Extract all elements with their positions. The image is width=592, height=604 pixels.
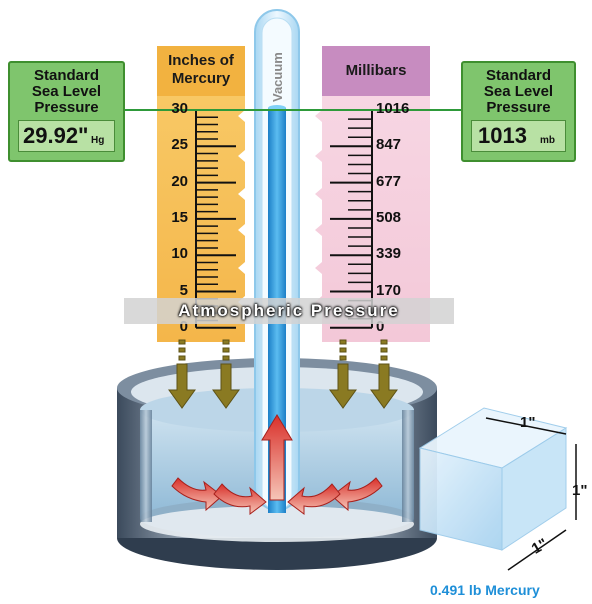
mb-box-line2: Sea Level <box>483 83 554 100</box>
hg-value: 29.92" <box>23 123 89 148</box>
inches-tick-label: 15 <box>171 208 188 226</box>
inches-tick-label: 10 <box>171 245 188 263</box>
hg-box-line1: Standard <box>33 67 99 84</box>
hg-readout: 29.92" Hg <box>18 120 115 152</box>
mb-box-line1: Standard <box>485 67 551 84</box>
mercury-cube <box>418 407 577 571</box>
atmospheric-pressure-label: Atmospheric Pressure <box>178 301 400 320</box>
millibars-tick-label: 0 <box>376 317 385 335</box>
millibars-tick-label: 1016 <box>376 100 410 117</box>
standard-pressure-mb-box: Standard Sea Level Pressure 1013 mb <box>461 61 576 162</box>
standard-pressure-hg-box: Standard Sea Level Pressure 29.92" Hg <box>8 61 125 162</box>
cube-caption: 0.491 lb Mercury <box>430 582 540 598</box>
atmospheric-pressure-arrows <box>168 339 398 409</box>
inches-tick-label: 0 <box>179 317 188 335</box>
vacuum-label: Vacuum <box>270 52 285 102</box>
inches-title-line2: Mercury <box>171 70 231 87</box>
atmospheric-pressure-band <box>124 298 454 324</box>
millibars-scale-title: Millibars <box>345 62 407 79</box>
mb-unit: mb <box>540 135 555 146</box>
inches-title-line1: Inches of <box>168 52 234 69</box>
millibars-tick-label: 677 <box>376 172 402 190</box>
inches-tick-label: 30 <box>171 100 188 117</box>
mb-value: 1013 <box>478 123 527 148</box>
hg-box-line2: Sea Level <box>31 83 102 100</box>
cube-dim-right: 1" <box>572 482 588 499</box>
hg-box-line3: Pressure <box>34 99 99 116</box>
inches-scale-title: Inches of Mercury <box>157 52 245 88</box>
mb-readout: 1013 mb <box>471 120 566 152</box>
inches-tick-label: 20 <box>171 172 188 190</box>
millibars-tick-label: 508 <box>376 208 402 226</box>
hg-unit: Hg <box>91 135 105 146</box>
millibars-tick-label: 170 <box>376 281 402 299</box>
hg-box-title: Standard Sea Level Pressure <box>10 68 123 116</box>
mercury-push-arrows <box>171 414 383 515</box>
inches-tick-label: 25 <box>171 136 188 154</box>
cube-dim-top: 1" <box>520 414 536 431</box>
inches-tick-label: 5 <box>179 281 188 299</box>
mb-box-line3: Pressure <box>486 99 551 116</box>
millibars-tick-label: 847 <box>376 136 402 154</box>
mb-box-title: Standard Sea Level Pressure <box>463 68 574 116</box>
millibars-tick-label: 339 <box>376 245 402 263</box>
